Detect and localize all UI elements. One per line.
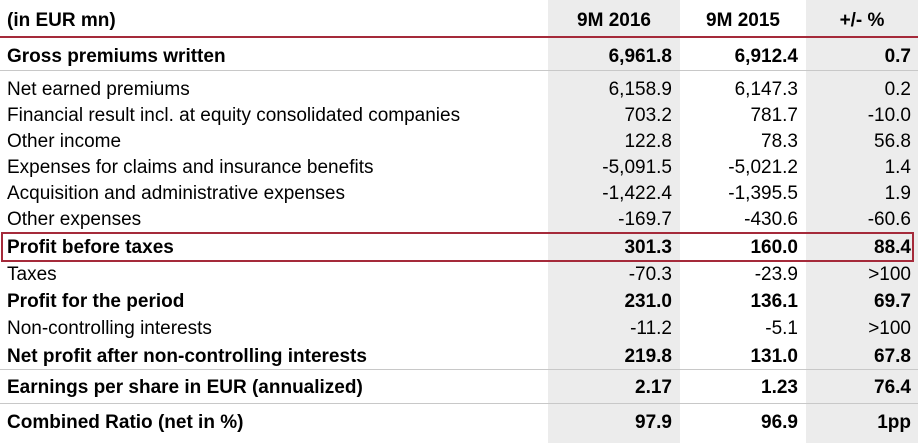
value-9m-2015: -23.9 [754,263,798,285]
value-change: >100 [868,317,911,339]
value-9m-2016: -5,091.5 [602,156,672,178]
row-label: Profit for the period [7,290,185,312]
row-label: Net earned premiums [7,78,190,100]
table-row-earnings-per-share-in-eur-annualized: Earnings per share in EUR (annualized) 2.… [0,373,918,401]
value-9m-2016: 219.8 [624,345,672,367]
table-row-expenses-for-claims-and-insurance-benefits: Expenses for claims and insurance benefi… [0,154,918,180]
value-9m-2015: -430.6 [744,208,798,230]
table-row-gross-premiums-written: Gross premiums written 6,961.8 6,912.4 0.7 [0,42,918,70]
table-row-financial-result-incl-at-equity-consolidated-companies: Financial result incl. at equity consoli… [0,102,918,128]
value-change: 56.8 [874,130,911,152]
row-divider [0,369,918,370]
row-label: Other expenses [7,208,142,230]
header-label: (in EUR mn) [7,9,116,31]
row-divider [0,403,918,404]
header-row: (in EUR mn) 9M 2016 9M 2015 +/- % [0,6,918,34]
header-9m-2015: 9M 2015 [706,9,780,31]
value-9m-2015: 131.0 [750,345,798,367]
value-9m-2015: 136.1 [750,290,798,312]
table-row-combined-ratio-net-in: Combined Ratio (net in %) 97.9 96.9 1pp [0,407,918,437]
value-9m-2016: 2.17 [635,376,672,398]
table-row-net-earned-premiums: Net earned premiums 6,158.9 6,147.3 0.2 [0,76,918,102]
value-change: 1.9 [884,182,911,204]
value-9m-2015: 160.0 [750,236,798,258]
header-divider [0,36,918,38]
table-row-acquisition-and-administrative-expenses: Acquisition and administrative expenses -… [0,180,918,206]
row-label: Taxes [7,263,57,285]
table-row-other-expenses: Other expenses -169.7 -430.6 -60.6 [0,206,918,232]
value-9m-2015: -5,021.2 [728,156,798,178]
value-change: 76.4 [874,376,911,398]
value-9m-2016: -11.2 [630,317,672,339]
value-9m-2016: 122.8 [624,130,672,152]
table-row-profit-before-taxes: Profit before taxes 301.3 160.0 88.4 [0,233,918,261]
value-9m-2016: 97.9 [635,411,672,433]
value-9m-2016: 6,961.8 [608,45,672,67]
value-9m-2016: -70.3 [628,263,672,285]
row-label: Other income [7,130,122,152]
value-9m-2015: 6,912.4 [734,45,798,67]
value-change: -60.6 [867,208,911,230]
value-change: 88.4 [874,236,911,258]
value-9m-2015: -5.1 [765,317,798,339]
value-change: 67.8 [874,345,911,367]
value-9m-2015: 6,147.3 [734,78,798,100]
value-change: 0.2 [884,78,911,100]
table-row-non-controlling-interests: Non-controlling interests -11.2 -5.1 >100 [0,315,918,341]
row-label: Earnings per share in EUR (annualized) [7,376,363,398]
row-label: Profit before taxes [7,236,174,258]
value-9m-2016: -1,422.4 [602,182,672,204]
value-9m-2016: 301.3 [624,236,672,258]
value-change: 0.7 [884,45,911,67]
row-label: Financial result incl. at equity consoli… [7,104,461,126]
highlight-box [1,232,914,262]
row-label: Acquisition and administrative expenses [7,182,345,204]
row-label: Expenses for claims and insurance benefi… [7,156,374,178]
value-9m-2015: 781.7 [750,104,798,126]
row-label: Combined Ratio (net in %) [7,411,244,433]
value-9m-2015: 96.9 [761,411,798,433]
table-row-taxes: Taxes -70.3 -23.9 >100 [0,261,918,287]
table-row-net-profit-after-non-controlling-interests: Net profit after non-controlling interes… [0,342,918,370]
value-9m-2015: -1,395.5 [728,182,798,204]
table-row-other-income: Other income 122.8 78.3 56.8 [0,128,918,154]
header-change: +/- % [839,9,885,31]
value-change: 1pp [877,411,911,433]
value-change: -10.0 [867,104,911,126]
value-change: 1.4 [884,156,911,178]
row-label: Gross premiums written [7,45,226,67]
value-change: 69.7 [874,290,911,312]
value-9m-2015: 1.23 [761,376,798,398]
value-change: >100 [868,263,911,285]
table-row-profit-for-the-period: Profit for the period 231.0 136.1 69.7 [0,287,918,315]
row-divider [0,70,918,71]
value-9m-2016: 231.0 [624,290,672,312]
value-9m-2016: -169.7 [618,208,672,230]
value-9m-2016: 703.2 [624,104,672,126]
value-9m-2015: 78.3 [761,130,798,152]
value-9m-2016: 6,158.9 [608,78,672,100]
header-9m-2016: 9M 2016 [577,9,651,31]
row-label: Net profit after non-controlling interes… [7,345,367,367]
row-label: Non-controlling interests [7,317,212,339]
